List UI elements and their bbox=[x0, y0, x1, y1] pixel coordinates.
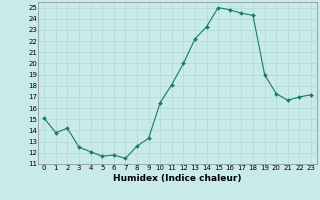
X-axis label: Humidex (Indice chaleur): Humidex (Indice chaleur) bbox=[113, 174, 242, 183]
